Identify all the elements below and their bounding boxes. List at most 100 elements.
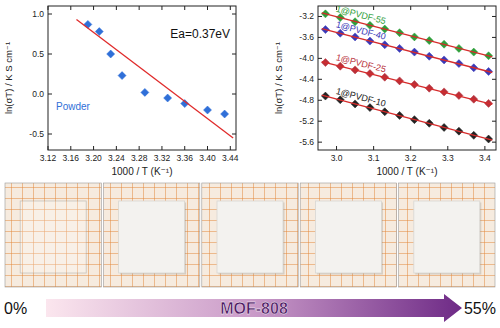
y-tick-label: -5.6 [299, 137, 314, 147]
y-tick-label: -4.4 [299, 74, 314, 84]
y-tick [318, 37, 322, 38]
y-tick-label: 0.0 [32, 89, 44, 99]
y-tick-label: 1.0 [32, 9, 44, 19]
y-tick [318, 121, 322, 122]
chart: 3.03.13.23.33.4-5.6-5.2-4.8-4.4-4.0-3.6-… [273, 4, 496, 177]
x-tick-label: 3.20 [85, 153, 102, 163]
fit-line [322, 95, 493, 140]
y-tick [318, 142, 322, 143]
y-axis-title: ln(σT) / K S cm⁻¹ [273, 42, 284, 114]
x-tick [207, 6, 208, 10]
x-tick [116, 146, 117, 150]
y-tick [492, 142, 496, 143]
y-tick-label: -3.6 [299, 32, 314, 42]
y-tick [318, 58, 322, 59]
series-label: 1@PVDF-25 [335, 52, 387, 74]
photo-panel [399, 183, 495, 287]
start-label: 0% [4, 300, 27, 317]
annotation: Ea=0.37eV [170, 27, 230, 41]
annotation: Powder [56, 101, 91, 112]
film [217, 201, 283, 273]
data-point [118, 72, 126, 80]
x-tick [230, 146, 231, 150]
y-tick [318, 100, 322, 101]
x-tick-label: 3.1 [368, 153, 380, 163]
plot-frame [48, 6, 236, 150]
x-tick-label: 3.44 [222, 153, 239, 163]
x-tick [484, 6, 485, 10]
x-tick [184, 146, 185, 150]
data-point [221, 110, 229, 118]
y-tick-label: 0.5 [32, 49, 44, 59]
x-tick-label: 3.3 [442, 153, 454, 163]
x-tick [70, 6, 71, 10]
x-tick [373, 6, 374, 10]
x-tick [93, 146, 94, 150]
film [119, 201, 185, 273]
x-tick [447, 6, 448, 10]
y-tick-label: -5.2 [299, 116, 314, 126]
photo-strip [5, 183, 495, 287]
y-tick [318, 16, 322, 17]
end-label: 55% [464, 300, 496, 317]
y-tick [48, 14, 52, 15]
plot-area [76, 20, 233, 138]
fit-line [322, 29, 493, 73]
x-tick [207, 146, 208, 150]
x-tick-label: 3.36 [176, 153, 193, 163]
y-tick [48, 94, 52, 95]
chart: 3.123.163.203.243.283.323.363.403.44-0.5… [3, 6, 239, 177]
x-tick [447, 146, 448, 150]
photo-panel [103, 183, 199, 287]
arrow [46, 294, 462, 322]
photo-panel [300, 183, 396, 287]
x-tick [230, 6, 231, 10]
y-tick [492, 121, 496, 122]
x-tick [161, 6, 162, 10]
y-tick [492, 100, 496, 101]
x-tick [70, 146, 71, 150]
x-tick-label: 3.0 [331, 153, 343, 163]
x-tick-label: 3.16 [63, 153, 80, 163]
film [414, 201, 480, 273]
x-tick-label: 3.40 [199, 153, 216, 163]
plot-frame [318, 6, 496, 150]
x-tick [116, 6, 117, 10]
y-axis-title: ln(σT) / K S cm⁻¹ [3, 42, 14, 114]
x-axis-title: 1000 / T (K⁻¹) [111, 166, 172, 177]
photo-panel [202, 183, 298, 287]
y-tick [48, 54, 52, 55]
series-label: 1@PVDF-10 [335, 86, 387, 109]
x-tick-label: 3.12 [40, 153, 57, 163]
y-tick-label: -3.2 [299, 11, 314, 21]
data-point [107, 50, 115, 58]
x-axis-title: 1000 / T (K⁻¹) [376, 166, 437, 177]
data-point [141, 88, 149, 96]
film [20, 201, 86, 273]
plot-area [321, 10, 492, 143]
y-tick [492, 58, 496, 59]
y-tick [492, 37, 496, 38]
x-tick [93, 6, 94, 10]
data-point [84, 20, 92, 28]
y-tick-label: -4.0 [299, 53, 314, 63]
film [315, 201, 381, 273]
y-tick [318, 79, 322, 80]
x-tick [48, 6, 49, 10]
y-tick [492, 16, 496, 17]
x-tick [161, 146, 162, 150]
arrow-label: MOF-808 [220, 300, 288, 317]
x-tick [410, 146, 411, 150]
y-tick [232, 134, 236, 135]
y-tick [232, 94, 236, 95]
photo-panel [5, 183, 101, 287]
y-tick [48, 134, 52, 135]
x-tick [139, 146, 140, 150]
fit-line [76, 20, 233, 138]
data-point [204, 106, 212, 114]
y-tick [232, 14, 236, 15]
x-tick-label: 3.32 [154, 153, 171, 163]
x-tick [373, 146, 374, 150]
x-tick [410, 6, 411, 10]
y-tick [492, 79, 496, 80]
